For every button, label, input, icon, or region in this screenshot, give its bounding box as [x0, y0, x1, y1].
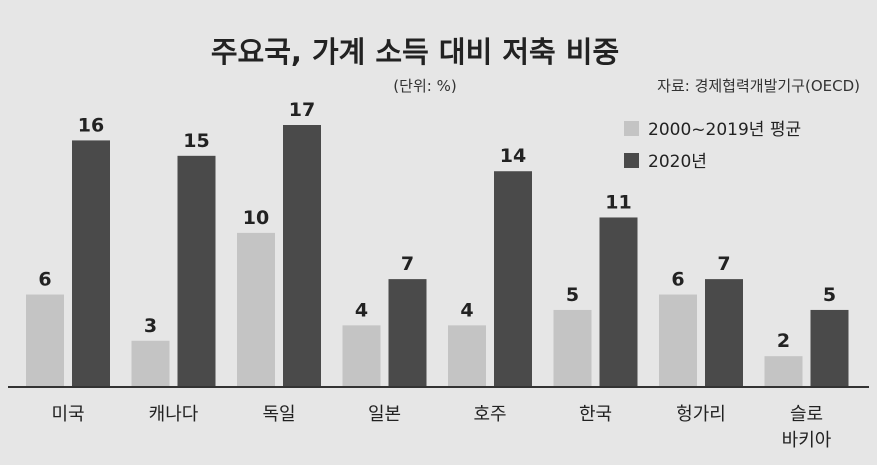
- chart-title: 주요국, 가계 소득 대비 저축 비중: [211, 35, 619, 69]
- bar-2020-2: [177, 155, 216, 387]
- bar-average-6: [553, 309, 592, 387]
- bar-2020-8: [810, 309, 849, 387]
- x-tick-label-8-line-2: 바키아: [782, 430, 832, 451]
- value-label-2020-6: 11: [605, 191, 631, 213]
- value-label-2020-2: 15: [183, 130, 209, 152]
- legend-swatch-average: [624, 121, 639, 136]
- value-label-average-1: 6: [38, 269, 51, 291]
- legend-label-average: 2000~2019년 평균: [648, 120, 801, 140]
- x-tick-label-2: 캐나다: [149, 404, 199, 425]
- bar-2020-4: [388, 279, 427, 387]
- bar-average-3: [237, 232, 275, 387]
- bar-average-4: [342, 325, 381, 387]
- value-label-2020-3: 17: [289, 99, 315, 121]
- value-label-2020-1: 16: [78, 114, 104, 136]
- value-label-2020-7: 7: [717, 253, 730, 275]
- value-labels-group: 6 16 3 15 10 17 4 7 4 14 5 11 6 7 2 5: [38, 99, 836, 352]
- x-tick-label-6: 한국: [579, 404, 612, 425]
- bar-average-2: [131, 340, 170, 387]
- bar-2020-6: [599, 217, 638, 387]
- x-tick-label-8-line-1: 슬로: [790, 404, 823, 425]
- bar-2020-3: [283, 125, 321, 387]
- bar-average-8: [764, 356, 803, 387]
- value-label-average-3: 10: [243, 207, 269, 229]
- bar-2020-5: [494, 171, 532, 387]
- x-tick-label-4: 일본: [368, 404, 401, 425]
- legend-label-2020: 2020년: [648, 152, 707, 172]
- value-label-average-2: 3: [144, 315, 157, 337]
- value-label-average-7: 6: [671, 269, 684, 291]
- x-tick-label-5: 호주: [473, 404, 506, 425]
- bar-average-1: [26, 294, 64, 387]
- bar-2020-1: [72, 140, 110, 387]
- value-label-2020-8: 5: [823, 284, 836, 306]
- value-label-average-6: 5: [566, 284, 579, 306]
- value-label-average-5: 4: [460, 299, 473, 321]
- x-tick-label-3: 독일: [262, 404, 295, 425]
- value-label-2020-4: 7: [401, 253, 414, 275]
- bars-group: [26, 125, 849, 387]
- x-tick-label-1: 미국: [51, 404, 84, 425]
- unit-note: (단위: %): [393, 77, 456, 95]
- bar-2020-7: [705, 279, 743, 387]
- source-note: 자료: 경제협력개발기구(OECD): [657, 77, 860, 95]
- x-tick-label-7: 헝가리: [676, 404, 726, 425]
- legend-swatch-2020: [624, 153, 639, 168]
- bar-average-5: [448, 325, 486, 387]
- value-label-average-4: 4: [355, 299, 368, 321]
- legend: 2000~2019년 평균 2020년: [624, 120, 801, 172]
- value-label-average-8: 2: [777, 330, 790, 352]
- bar-average-7: [659, 294, 697, 387]
- value-label-2020-5: 14: [500, 145, 526, 167]
